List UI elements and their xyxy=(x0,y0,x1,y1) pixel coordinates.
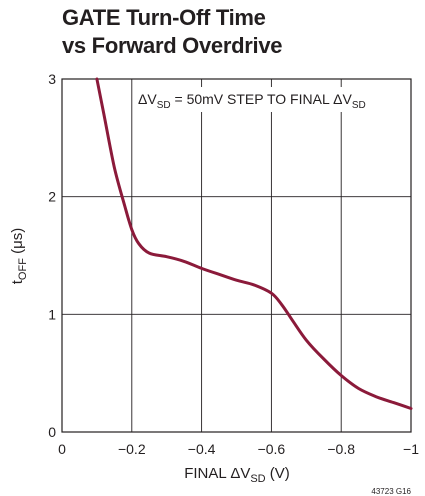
x-axis-label: FINAL ΔVSD (V) xyxy=(184,465,290,485)
annotation-mid: = 50mV STEP TO FINAL xyxy=(171,91,334,107)
y-axis-label-main: t xyxy=(9,279,26,284)
x-tick-label: −0.8 xyxy=(327,441,355,457)
x-tick-label: 0 xyxy=(58,441,66,457)
y-tick-label: 2 xyxy=(48,189,56,205)
y-axis-label-suffix: (μs) xyxy=(9,228,26,258)
chart-title-line-2: vs Forward Overdrive xyxy=(62,33,283,58)
x-axis-label-delta: ΔV xyxy=(230,465,250,482)
figure-code: 43723 G16 xyxy=(371,487,411,496)
x-tick-label: −1 xyxy=(403,441,419,457)
x-axis-label-suffix: (V) xyxy=(266,465,290,482)
annotation: ΔVSD = 50mV STEP TO FINAL ΔVSD xyxy=(138,91,366,111)
annotation-delta-2: ΔV xyxy=(333,91,352,107)
x-tick-label: −0.2 xyxy=(118,441,146,457)
grid xyxy=(62,79,411,432)
annotation-background xyxy=(133,87,401,112)
x-axis-label-sub: SD xyxy=(250,473,265,485)
y-tick-label: 3 xyxy=(48,71,56,87)
x-tick-label: −0.4 xyxy=(188,441,216,457)
x-axis-label-prefix: FINAL xyxy=(184,465,230,482)
y-tick-labels: 0 1 2 3 xyxy=(48,71,56,440)
annotation-sub-2: SD xyxy=(352,100,366,111)
y-axis-label-sub: OFF xyxy=(17,258,29,280)
chart-title-line-1: GATE Turn-Off Time xyxy=(62,5,266,30)
annotation-sub-1: SD xyxy=(157,100,171,111)
series-line xyxy=(95,77,413,410)
annotation-delta-1: ΔV xyxy=(138,91,157,107)
x-tick-labels: 0 −0.2 −0.4 −0.6 −0.8 −1 xyxy=(58,441,419,457)
y-tick-label: 0 xyxy=(48,424,56,440)
y-axis-label: tOFF (μs) xyxy=(9,228,29,284)
y-tick-label: 1 xyxy=(48,306,56,322)
x-tick-label: −0.6 xyxy=(258,441,286,457)
series-group xyxy=(95,77,413,410)
plot-frame xyxy=(61,78,412,433)
